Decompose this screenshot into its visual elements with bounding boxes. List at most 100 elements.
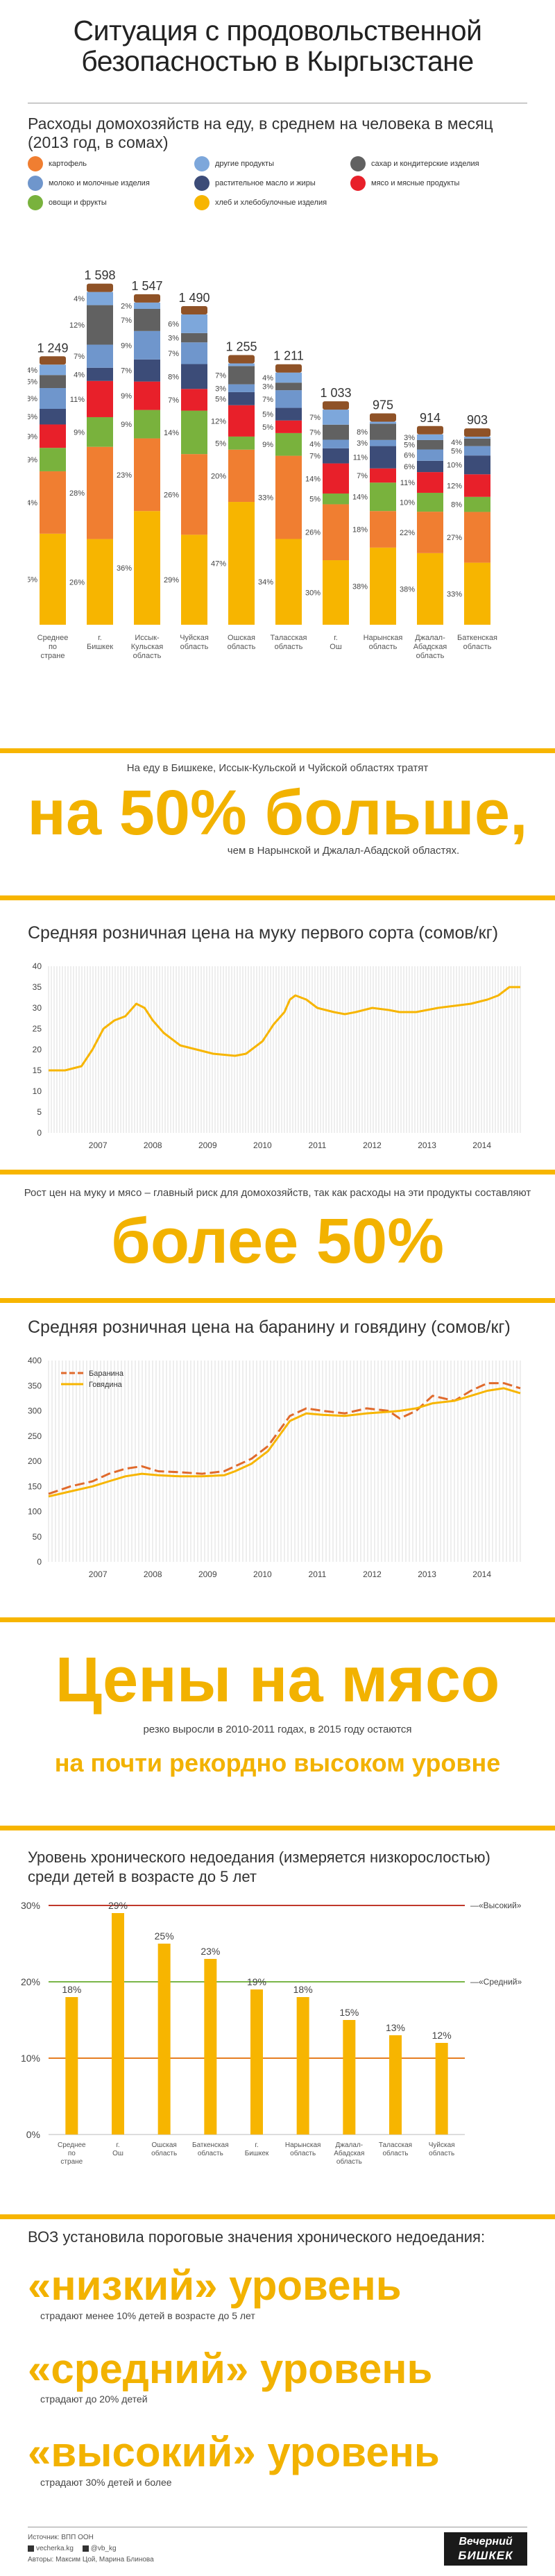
bar-segment-milk: [40, 388, 66, 409]
bar-segment-label: 7%: [215, 371, 226, 380]
bar-segment-label: 47%: [211, 560, 226, 569]
category-label: Чуйская: [180, 634, 209, 642]
bar-segment-label: 7%: [309, 453, 321, 461]
section-band-5: [0, 1617, 555, 1622]
bar-segment-vegetables: [323, 493, 349, 505]
bar-segment-bread: [40, 533, 66, 625]
bar-segment-label: 20%: [211, 472, 226, 480]
bar-total-label: 975: [373, 398, 393, 412]
bar-segment-potato: [323, 504, 349, 561]
page-header: Ситуация с продовольственной безопасност…: [0, 15, 555, 76]
bar-segment-label: 6%: [168, 320, 179, 328]
bar-segment-label: 4%: [451, 439, 462, 447]
who-level-high-note: страдают 30% детей и более: [40, 2477, 172, 2488]
bar-total-label: 1 255: [225, 340, 257, 354]
bar-segment-label: 22%: [400, 529, 415, 537]
bar-segment-meat: [323, 463, 349, 494]
section-band-4: [0, 1298, 555, 1303]
bar-segment-bread: [134, 511, 160, 625]
bar-total-label: 1 490: [178, 291, 210, 305]
stunting-bar: [157, 1944, 171, 2135]
bar-segment-vegetables: [181, 410, 207, 455]
bar-segment-other: [228, 363, 255, 367]
bar-segment-label: 14%: [305, 475, 321, 483]
meat-icon: [350, 176, 366, 191]
callout-risk-big: более 50%: [111, 1206, 444, 1277]
section-band-3: [0, 1170, 555, 1175]
who-thresholds: ВОЗ установила пороговые значения хронич…: [0, 2228, 555, 2488]
y-tick-label: 0: [37, 1128, 42, 1138]
bar-segment-other: [40, 364, 66, 376]
bar-segment-bread: [275, 539, 302, 625]
threshold-label: —«Средний»: [470, 1977, 522, 1987]
callout-spending-outro: чем в Нарынской и Джалал-Абадской област…: [227, 845, 460, 857]
legend-item-2: сахар и кондитерские изделия: [350, 156, 479, 171]
bar-segment-label: 5%: [28, 378, 37, 387]
stunting-bar-label: 13%: [386, 2022, 405, 2033]
bar-segment-potato: [40, 471, 66, 534]
y-tick-label: 100: [28, 1507, 42, 1517]
bar-top-cap: [181, 306, 207, 314]
bar-segment-oil: [370, 446, 396, 469]
y-tick-label: 40: [33, 961, 42, 971]
category-label: Абадская: [334, 2149, 364, 2157]
footer-authors: Авторы: Максим Цой, Марина Блинова: [28, 2556, 154, 2564]
footer-site-link[interactable]: vecherka.kg: [36, 2545, 74, 2552]
spending-legend: картофель другие продукты сахар и кондитер…: [28, 156, 527, 219]
bar-segment-meat: [464, 474, 490, 497]
legend-label: другие продукты: [215, 160, 274, 168]
footer-credits: Источник: ВПП ООН vecherka.kg @vb_kg Авт…: [28, 2532, 154, 2566]
category-label: область: [382, 2149, 408, 2157]
category-label: Баткенская: [457, 634, 497, 642]
logo-line2: БИШКЕК: [458, 2549, 513, 2562]
legend-label: овощи и фрукты: [49, 199, 107, 207]
bar-segment-label: 7%: [168, 350, 179, 358]
bar-segment-other: [87, 292, 113, 305]
bar-total-label: 1 547: [131, 279, 162, 293]
bar-segment-milk: [370, 439, 396, 446]
bar-segment-label: 11%: [400, 479, 415, 487]
stunting-bar-label: 18%: [293, 1984, 313, 1995]
bread-icon: [194, 195, 210, 210]
bar-segment-label: 4%: [74, 371, 85, 379]
category-label: по: [68, 2150, 76, 2157]
footer-twitter-link[interactable]: @vb_kg: [90, 2545, 117, 2552]
bar-top-cap: [87, 283, 113, 292]
bar-segment-bread: [323, 560, 349, 625]
who-intro: ВОЗ установила пороговые значения хронич…: [28, 2228, 486, 2246]
bar-segment-label: 26%: [305, 529, 321, 537]
x-tick-label: 2008: [144, 1569, 162, 1579]
stunting-bar-label: 25%: [155, 1930, 174, 1942]
series-line-0: [49, 986, 520, 1072]
bar-segment-label: 5%: [262, 423, 273, 432]
y-tick-label: 10: [33, 1086, 42, 1096]
bar-segment-oil: [134, 359, 160, 382]
bar-segment-label: 8%: [28, 395, 37, 403]
bar-segment-sugar: [228, 366, 255, 385]
bar-segment-label: 6%: [404, 463, 415, 471]
stunting-bar: [389, 2035, 402, 2135]
stunting-bar: [435, 2043, 448, 2135]
bar-segment-label: 7%: [121, 317, 132, 325]
bar-segment-label: 34%: [258, 578, 273, 587]
oil-icon: [194, 176, 210, 191]
bar-segment-label: 3%: [168, 335, 179, 343]
category-label: область: [275, 643, 303, 651]
bar-segment-label: 33%: [447, 590, 462, 598]
bar-segment-oil: [40, 408, 66, 425]
stunting-bar-label: 12%: [432, 2030, 452, 2041]
x-tick-label: 2012: [363, 1140, 382, 1150]
x-tick-label: 2013: [418, 1569, 436, 1579]
bar-segment-milk: [134, 330, 160, 360]
bar-segment-potato: [87, 446, 113, 539]
category-label: г.: [98, 634, 102, 642]
callout-meat-big: Цены на мясо: [55, 1644, 500, 1715]
who-level-medium-note: страдают до 20% детей: [40, 2393, 148, 2405]
bar-segment-sugar: [370, 423, 396, 440]
category-label: стране: [41, 652, 65, 660]
category-label: область: [133, 652, 162, 660]
bar-segment-label: 5%: [309, 496, 321, 504]
category-label: Иссык-: [135, 634, 160, 642]
spending-stacked-bar-chart: 35%24%9%9%6%8%5%4%1 249Среднеепостране26…: [28, 269, 497, 660]
bar-segment-bread: [464, 562, 490, 625]
